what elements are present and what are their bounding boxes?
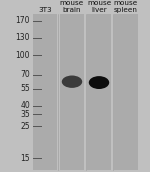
Text: 100: 100 [15,51,30,60]
Text: 70: 70 [20,70,30,79]
Bar [60,14,84,170]
Bar [87,14,111,170]
Text: mouse
brain: mouse brain [60,0,84,13]
Text: 130: 130 [15,33,30,42]
Text: 170: 170 [15,16,30,25]
Text: 35: 35 [20,110,30,119]
Text: mouse
spleen: mouse spleen [114,0,138,13]
Text: mouse
liver: mouse liver [87,0,111,13]
Text: 25: 25 [20,122,30,131]
Text: 40: 40 [20,101,30,110]
Ellipse shape [89,76,109,89]
Text: 15: 15 [20,154,30,163]
Bar [114,14,138,170]
Text: 3T3: 3T3 [38,7,52,13]
Bar [33,14,57,170]
Ellipse shape [62,76,82,88]
Text: 55: 55 [20,84,30,93]
